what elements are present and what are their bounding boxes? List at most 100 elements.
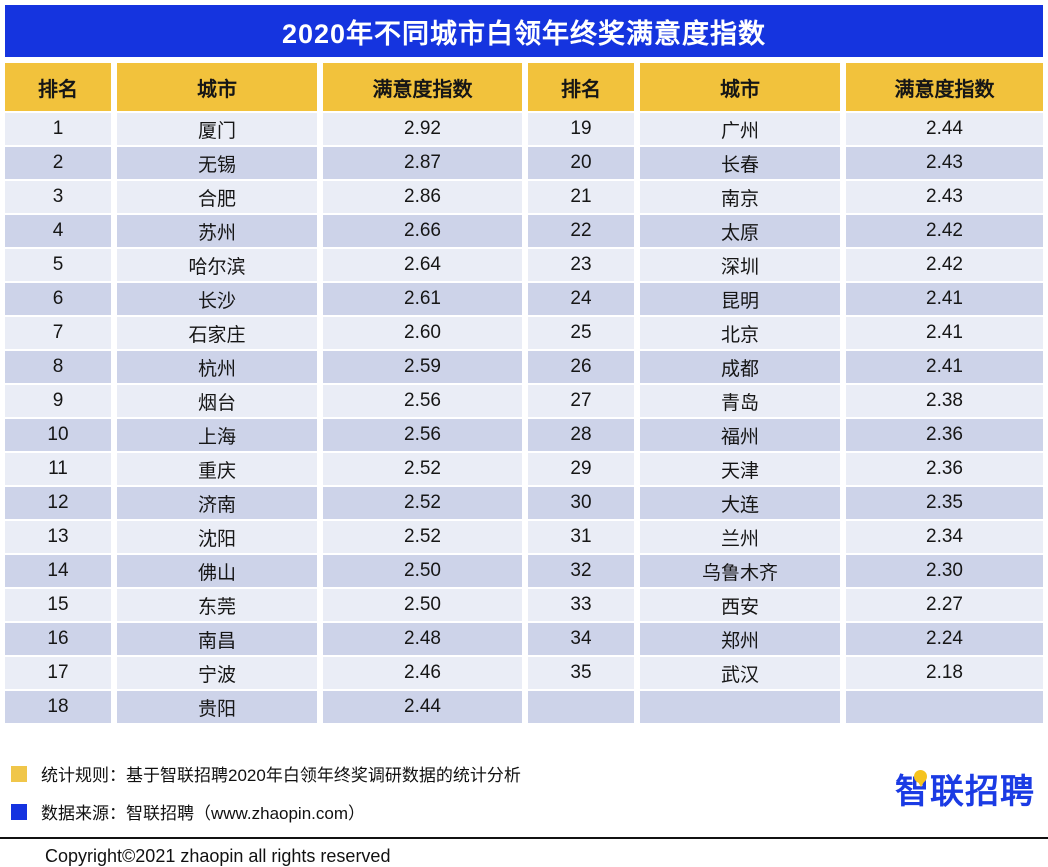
city-cell <box>640 691 840 723</box>
score-cell: 2.61 <box>323 283 522 315</box>
city-cell: 南京 <box>640 181 840 213</box>
column-header-city-left: 城市 <box>117 63 317 111</box>
city-cell: 乌鲁木齐 <box>640 555 840 587</box>
city-cell: 大连 <box>640 487 840 519</box>
rank-cell: 30 <box>528 487 634 519</box>
score-cell: 2.87 <box>323 147 522 179</box>
city-cell: 成都 <box>640 351 840 383</box>
score-cell: 2.41 <box>846 351 1043 383</box>
rank-cell: 35 <box>528 657 634 689</box>
rank-cell: 5 <box>5 249 111 281</box>
score-cell: 2.38 <box>846 385 1043 417</box>
rank-cell: 26 <box>528 351 634 383</box>
rank-cell: 31 <box>528 521 634 553</box>
city-cell: 重庆 <box>117 453 317 485</box>
city-cell: 东莞 <box>117 589 317 621</box>
rank-cell: 18 <box>5 691 111 723</box>
score-cell: 2.50 <box>323 589 522 621</box>
city-cell: 无锡 <box>117 147 317 179</box>
score-cell: 2.50 <box>323 555 522 587</box>
rank-cell: 6 <box>5 283 111 315</box>
city-cell: 石家庄 <box>117 317 317 349</box>
city-cell: 苏州 <box>117 215 317 247</box>
city-cell: 长沙 <box>117 283 317 315</box>
city-cell: 北京 <box>640 317 840 349</box>
rank-cell: 17 <box>5 657 111 689</box>
score-cell: 2.24 <box>846 623 1043 655</box>
city-cell: 武汉 <box>640 657 840 689</box>
score-cell: 2.35 <box>846 487 1043 519</box>
column-header-rank-left: 排名 <box>5 63 111 111</box>
score-cell: 2.41 <box>846 317 1043 349</box>
score-cell: 2.34 <box>846 521 1043 553</box>
footer: 统计规则：基于智联招聘2020年白领年终奖调研数据的统计分析 数据来源：智联招聘… <box>5 761 1043 824</box>
score-cell: 2.52 <box>323 453 522 485</box>
score-cell: 2.18 <box>846 657 1043 689</box>
rank-cell: 25 <box>528 317 634 349</box>
rank-cell: 19 <box>528 113 634 145</box>
score-cell: 2.52 <box>323 487 522 519</box>
city-cell: 宁波 <box>117 657 317 689</box>
rank-cell <box>528 691 634 723</box>
rank-cell: 14 <box>5 555 111 587</box>
rank-cell: 24 <box>528 283 634 315</box>
city-cell: 昆明 <box>640 283 840 315</box>
city-cell: 济南 <box>117 487 317 519</box>
city-cell: 佛山 <box>117 555 317 587</box>
score-cell: 2.44 <box>323 691 522 723</box>
score-cell: 2.42 <box>846 215 1043 247</box>
rank-cell: 3 <box>5 181 111 213</box>
score-cell: 2.43 <box>846 147 1043 179</box>
city-cell: 上海 <box>117 419 317 451</box>
legend-swatch-yellow <box>11 765 27 782</box>
city-cell: 福州 <box>640 419 840 451</box>
rank-cell: 32 <box>528 555 634 587</box>
score-cell <box>846 691 1043 723</box>
rank-cell: 15 <box>5 589 111 621</box>
score-cell: 2.66 <box>323 215 522 247</box>
rank-cell: 8 <box>5 351 111 383</box>
score-cell: 2.43 <box>846 181 1043 213</box>
rank-cell: 23 <box>528 249 634 281</box>
city-cell: 青岛 <box>640 385 840 417</box>
score-cell: 2.36 <box>846 453 1043 485</box>
column-header-rank-right: 排名 <box>528 63 634 111</box>
city-cell: 南昌 <box>117 623 317 655</box>
score-cell: 2.41 <box>846 283 1043 315</box>
rank-cell: 16 <box>5 623 111 655</box>
rank-cell: 2 <box>5 147 111 179</box>
score-cell: 2.52 <box>323 521 522 553</box>
score-cell: 2.36 <box>846 419 1043 451</box>
rank-cell: 27 <box>528 385 634 417</box>
city-cell: 深圳 <box>640 249 840 281</box>
score-cell: 2.60 <box>323 317 522 349</box>
rank-cell: 11 <box>5 453 111 485</box>
legend-item-source: 数据来源：智联招聘（www.zhaopin.com） <box>11 799 1043 824</box>
city-cell: 长春 <box>640 147 840 179</box>
score-cell: 2.46 <box>323 657 522 689</box>
rank-cell: 13 <box>5 521 111 553</box>
rank-cell: 1 <box>5 113 111 145</box>
city-cell: 杭州 <box>117 351 317 383</box>
rank-cell: 10 <box>5 419 111 451</box>
city-cell: 广州 <box>640 113 840 145</box>
satisfaction-table: 排名 城市 满意度指数 排名 城市 满意度指数 1 厦门 2.92 19 广州 2.44 2… <box>5 63 1043 723</box>
rank-cell: 20 <box>528 147 634 179</box>
city-cell: 合肥 <box>117 181 317 213</box>
legend-rule-label: 统计规则：基于智联招聘2020年白领年终奖调研数据的统计分析 <box>41 766 521 785</box>
score-cell: 2.44 <box>846 113 1043 145</box>
report-title-bar: 2020年不同城市白领年终奖满意度指数 <box>5 5 1043 57</box>
city-cell: 贵阳 <box>117 691 317 723</box>
column-header-score-left: 满意度指数 <box>323 63 522 111</box>
score-cell: 2.27 <box>846 589 1043 621</box>
rank-cell: 28 <box>528 419 634 451</box>
score-cell: 2.48 <box>323 623 522 655</box>
rank-cell: 4 <box>5 215 111 247</box>
city-cell: 厦门 <box>117 113 317 145</box>
score-cell: 2.56 <box>323 385 522 417</box>
legend-swatch-blue <box>11 803 27 820</box>
score-cell: 2.92 <box>323 113 522 145</box>
footer-divider <box>0 837 1048 839</box>
rank-cell: 12 <box>5 487 111 519</box>
